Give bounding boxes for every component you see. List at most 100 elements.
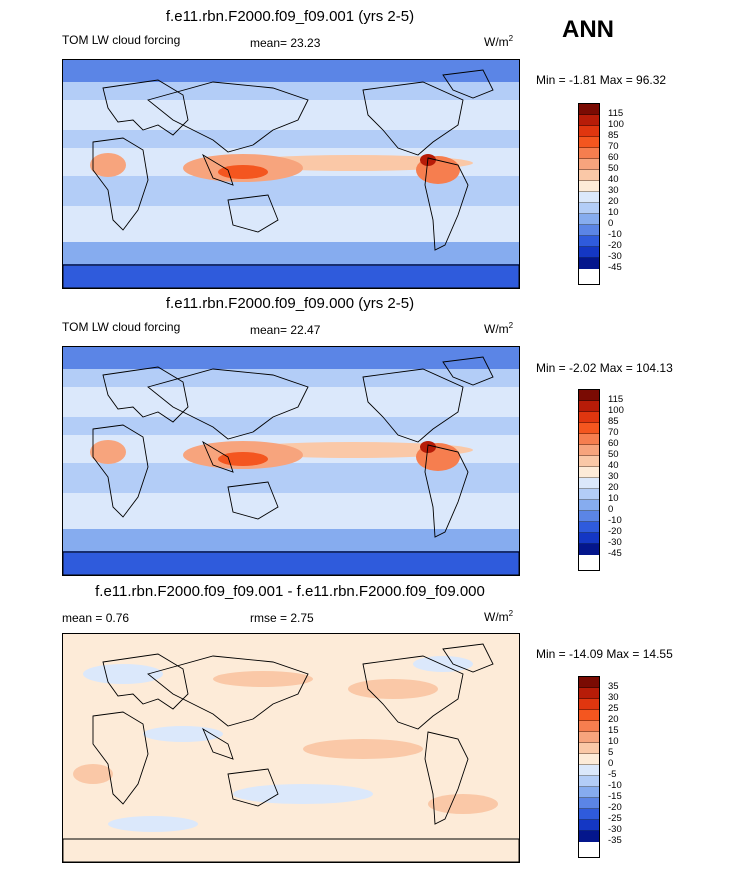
- difference-blob: [233, 784, 373, 804]
- colorbar-swatch: [579, 115, 599, 126]
- colorbar-swatch: [579, 203, 599, 214]
- colorbar-label: 70: [608, 427, 619, 438]
- panel-3-rmse-label: rmse = 2.75: [250, 611, 314, 625]
- africa-convection: [90, 153, 126, 177]
- colorbar-label: 60: [608, 438, 619, 449]
- coastline: [202, 153, 234, 186]
- colorbar-label: -15: [608, 791, 622, 802]
- coastline: [202, 440, 234, 473]
- panel-2-colorbar: [578, 389, 600, 571]
- panel-3-colorbar-labels: 35 30 25 20 15 10 5 0 -5 -10 -15 -20 -25 -30 -35: [608, 682, 622, 847]
- contour-band: [63, 242, 519, 264]
- colorbar-swatch: [579, 489, 599, 500]
- coastline: [147, 368, 309, 440]
- colorbar-swatch: [579, 423, 599, 434]
- colorbar-label: 85: [608, 130, 619, 141]
- colorbar-label: 70: [608, 141, 619, 152]
- colorbar-label: -30: [608, 251, 622, 262]
- colorbar-label: 85: [608, 416, 619, 427]
- coastline: [227, 194, 279, 233]
- colorbar-swatch: [579, 677, 599, 688]
- coastline: [424, 444, 469, 538]
- colorbar-swatch: [579, 225, 599, 236]
- coastline: [102, 79, 189, 136]
- colorbar-label: 0: [608, 504, 614, 515]
- colorbar-swatch: [579, 258, 599, 269]
- colorbar-swatch: [579, 809, 599, 820]
- coastline: [63, 264, 519, 288]
- difference-blob: [83, 664, 163, 684]
- colorbar-swatch: [579, 148, 599, 159]
- coastline: [442, 643, 494, 673]
- colorbar-label: -5: [608, 769, 617, 780]
- difference-blob: [108, 816, 198, 832]
- colorbar-swatch: [579, 798, 599, 809]
- colorbar-swatch: [579, 699, 599, 710]
- colorbar-swatch: [579, 544, 599, 555]
- panel-1-map: [62, 59, 520, 289]
- colorbar-swatch: [579, 456, 599, 467]
- colorbar-swatch: [579, 236, 599, 247]
- panel-3-colorbar: [578, 676, 600, 858]
- colorbar-label: 115: [608, 394, 624, 405]
- panel-2-title: f.e11.rbn.F2000.f09_f09.000 (yrs 2-5): [165, 295, 415, 312]
- colorbar-label: -30: [608, 824, 622, 835]
- contour-band: [63, 417, 519, 435]
- coastline: [202, 727, 234, 760]
- colorbar-label: -20: [608, 802, 622, 813]
- colorbar-swatch: [579, 104, 599, 115]
- panel-3-units: W/m2: [484, 609, 514, 624]
- colorbar-swatch: [579, 721, 599, 732]
- difference-blob: [213, 671, 313, 687]
- contour-band: [63, 347, 519, 369]
- colorbar-swatch: [579, 688, 599, 699]
- colorbar-label: -10: [608, 229, 622, 240]
- colorbar-swatch: [579, 522, 599, 533]
- panel-1-minmax: Min = -1.81 Max = 96.32: [536, 73, 667, 87]
- colorbar-label: 30: [608, 185, 619, 196]
- coastline: [362, 368, 464, 443]
- panel-1-title: f.e11.rbn.F2000.f09_f09.001 (yrs 2-5): [165, 8, 415, 25]
- coastline: [362, 81, 464, 156]
- contour-band: [63, 130, 519, 148]
- colorbar-swatch: [579, 445, 599, 456]
- colorbar-label: -45: [608, 548, 622, 559]
- difference-blob: [348, 679, 438, 699]
- panel-1-variable-label: TOM LW cloud forcing: [62, 33, 181, 47]
- colorbar-label: 0: [608, 758, 614, 769]
- panel-1-mean-label: mean= 23.23: [250, 36, 321, 50]
- contour-band: [63, 100, 519, 130]
- colorbar-label: 100: [608, 119, 624, 130]
- colorbar-label: 60: [608, 152, 619, 163]
- difference-blob: [73, 764, 113, 784]
- colorbar-label: 25: [608, 703, 619, 714]
- colorbar-swatch: [579, 181, 599, 192]
- colorbar-label: -20: [608, 240, 622, 251]
- colorbar-label: 35: [608, 681, 619, 692]
- coastline: [92, 137, 149, 231]
- coastline: [92, 424, 149, 518]
- coastline: [147, 81, 309, 153]
- colorbar-swatch: [579, 787, 599, 798]
- panel-2-minmax: Min = -2.02 Max = 104.13: [536, 361, 673, 375]
- colorbar-swatch: [579, 511, 599, 522]
- colorbar-label: -10: [608, 515, 622, 526]
- colorbar-swatch: [579, 401, 599, 412]
- colorbar-swatch: [579, 137, 599, 148]
- coastline: [92, 711, 149, 805]
- coastline: [424, 157, 469, 251]
- panel-2-mean-label: mean= 22.47: [250, 323, 321, 337]
- colorbar-label: -25: [608, 813, 622, 824]
- warm-pool-core: [218, 165, 268, 179]
- warm-pool-core: [218, 452, 268, 466]
- contour-band: [63, 369, 519, 387]
- season-label: ANN: [562, 16, 614, 43]
- panel-3-mean-label: mean = 0.76: [62, 611, 130, 625]
- colorbar-label: 15: [608, 725, 619, 736]
- colorbar-swatch: [579, 192, 599, 203]
- colorbar-label: 115: [608, 108, 624, 119]
- colorbar-label: -20: [608, 526, 622, 537]
- colorbar-label: 100: [608, 405, 624, 416]
- contour-band: [63, 551, 519, 575]
- colorbar-swatch: [579, 412, 599, 423]
